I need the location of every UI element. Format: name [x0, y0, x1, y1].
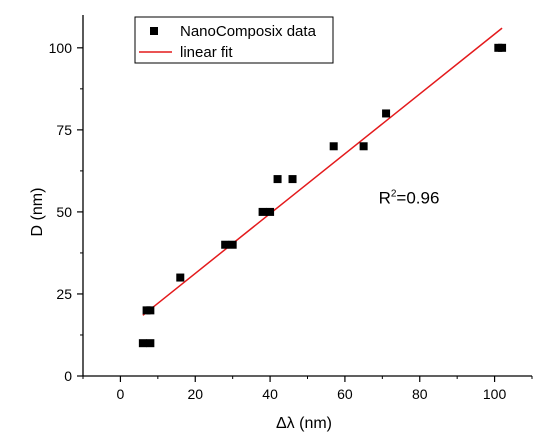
data-point: [382, 109, 391, 118]
legend-box: [134, 16, 334, 64]
y-tick-label: 50: [56, 204, 72, 220]
x-tick-label: 20: [187, 386, 203, 402]
y-tick-label: 0: [64, 368, 72, 384]
data-point: [359, 142, 368, 151]
data-point: [176, 273, 185, 282]
x-axis-title: Δλ (nm): [276, 415, 332, 432]
data-point: [498, 43, 507, 52]
y-tick-label: 25: [56, 286, 72, 302]
data-points-layer: [138, 43, 507, 348]
fit-line-layer: [142, 27, 503, 316]
y-tick-label: 75: [56, 122, 72, 138]
data-point: [138, 339, 147, 348]
x-tick-label: 100: [483, 386, 507, 402]
legend-label-data: NanoComposix data: [180, 23, 317, 40]
y-axis-title: D (nm): [29, 188, 46, 237]
data-point: [146, 339, 155, 348]
r-squared-sup: 2: [391, 189, 397, 200]
data-point: [146, 306, 155, 315]
data-point: [329, 142, 338, 151]
data-point: [221, 240, 230, 249]
legend-marker-square: [150, 27, 158, 35]
x-tick-label: 0: [117, 386, 125, 402]
legend: NanoComposix data linear fit: [134, 16, 334, 64]
x-tick-label: 60: [337, 386, 353, 402]
data-point: [273, 175, 282, 184]
legend-label-fit: linear fit: [180, 44, 233, 61]
linear-fit-line: [142, 27, 503, 316]
data-point: [288, 175, 297, 184]
r-squared-value: =0.96: [396, 189, 439, 208]
r-squared-base: R: [379, 189, 391, 208]
x-tick-label: 40: [262, 386, 278, 402]
data-point: [228, 240, 237, 249]
y-tick-label: 100: [49, 40, 73, 56]
data-point: [266, 207, 275, 216]
axes: 0 20 40 60 80 100 0 25 50 75 100: [49, 15, 533, 402]
r-squared-annotation: R2=0.96: [379, 189, 440, 208]
x-tick-label: 80: [412, 386, 428, 402]
data-point: [258, 207, 267, 216]
